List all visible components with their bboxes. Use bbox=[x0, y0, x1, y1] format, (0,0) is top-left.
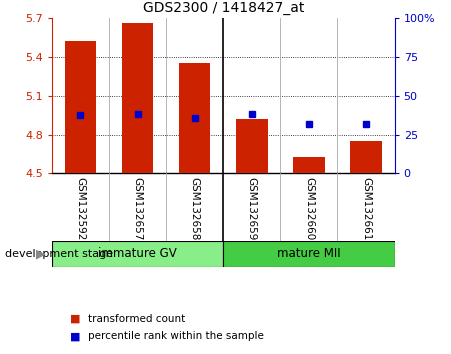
Bar bbox=[293, 156, 325, 173]
Text: percentile rank within the sample: percentile rank within the sample bbox=[88, 331, 264, 341]
Text: ▶: ▶ bbox=[36, 247, 45, 261]
Bar bbox=[65, 41, 96, 173]
Text: GSM132660: GSM132660 bbox=[304, 177, 314, 240]
Text: ■: ■ bbox=[70, 331, 80, 341]
Bar bbox=[122, 23, 153, 173]
Bar bbox=[236, 119, 267, 173]
Text: immature GV: immature GV bbox=[98, 247, 177, 261]
Text: GSM132657: GSM132657 bbox=[133, 177, 143, 240]
Title: GDS2300 / 1418427_at: GDS2300 / 1418427_at bbox=[143, 1, 304, 15]
Text: GSM132658: GSM132658 bbox=[190, 177, 200, 240]
Text: GSM132659: GSM132659 bbox=[247, 177, 257, 240]
Text: GSM132661: GSM132661 bbox=[361, 177, 371, 240]
Text: development stage: development stage bbox=[5, 249, 113, 259]
Bar bbox=[350, 141, 382, 173]
Text: mature MII: mature MII bbox=[277, 247, 341, 261]
Bar bbox=[52, 241, 223, 267]
Bar bbox=[223, 241, 395, 267]
Text: transformed count: transformed count bbox=[88, 314, 185, 324]
Text: ■: ■ bbox=[70, 314, 80, 324]
Bar bbox=[179, 63, 210, 173]
Text: GSM132592: GSM132592 bbox=[75, 177, 85, 240]
